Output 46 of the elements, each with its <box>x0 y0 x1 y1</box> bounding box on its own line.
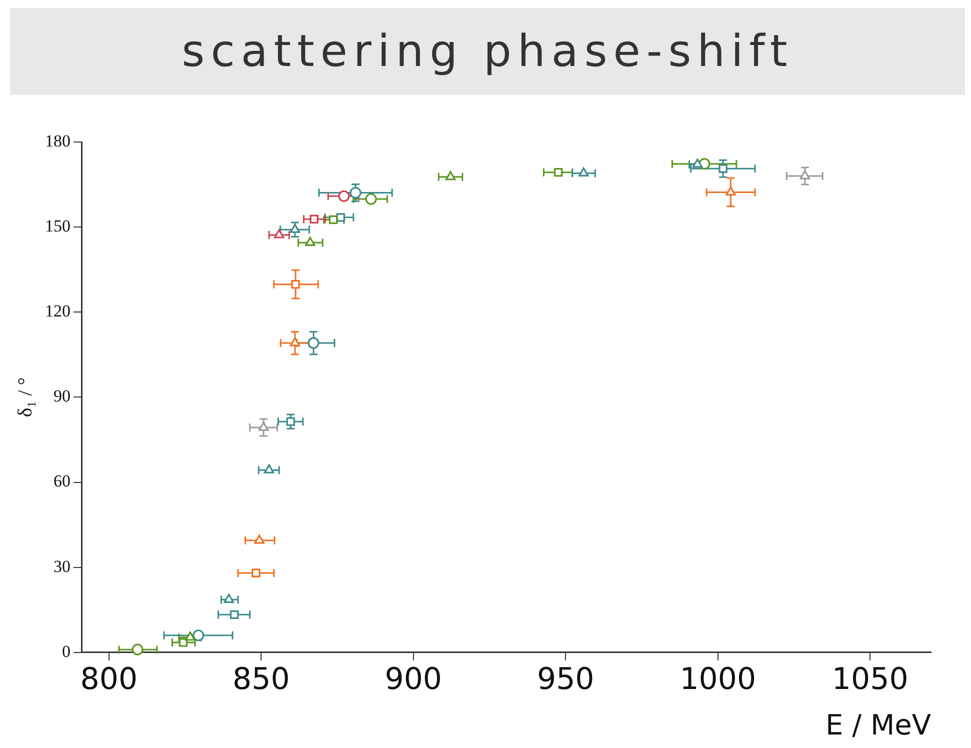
point <box>258 422 269 431</box>
point <box>350 186 362 199</box>
point <box>224 594 234 603</box>
point <box>286 417 296 426</box>
point <box>291 280 300 289</box>
chart-title: scattering phase-shift <box>10 8 965 95</box>
y-tick-label: 30 <box>54 556 70 576</box>
x-tick-label: 800 <box>80 662 138 698</box>
y-tick-label: 150 <box>45 216 70 236</box>
point <box>230 610 239 620</box>
y-tick-label: 0 <box>62 642 70 661</box>
point <box>308 337 320 349</box>
point <box>274 229 284 238</box>
point <box>554 168 563 177</box>
x-tick-label: 1050 <box>832 662 908 698</box>
point <box>290 224 300 233</box>
x-tick-label: 950 <box>536 662 594 698</box>
point <box>310 214 318 224</box>
x-tick-label: 900 <box>384 662 442 698</box>
point <box>328 215 338 224</box>
point <box>185 632 196 641</box>
point <box>336 213 345 222</box>
point <box>578 167 589 176</box>
y-tick-label: 60 <box>54 472 70 491</box>
point <box>252 568 260 578</box>
point <box>445 171 456 180</box>
point <box>178 638 188 647</box>
point <box>254 534 264 544</box>
x-axis-title: E / MeV <box>826 708 931 742</box>
point <box>338 190 350 202</box>
y-tick-label: 90 <box>54 386 70 406</box>
x-tick-label: 1000 <box>680 662 756 698</box>
point <box>192 630 204 642</box>
point <box>264 464 274 474</box>
point <box>800 170 810 180</box>
point <box>718 164 728 173</box>
point <box>692 158 703 168</box>
point <box>305 236 316 246</box>
point <box>365 193 377 205</box>
point <box>132 644 144 656</box>
y-tick-label: 180 <box>45 131 70 150</box>
x-tick-label: 850 <box>232 662 290 698</box>
y-axis-title: δ₁ / ° <box>14 377 36 418</box>
point <box>290 337 300 346</box>
y-tick-label: 120 <box>45 302 70 321</box>
point <box>726 186 736 196</box>
